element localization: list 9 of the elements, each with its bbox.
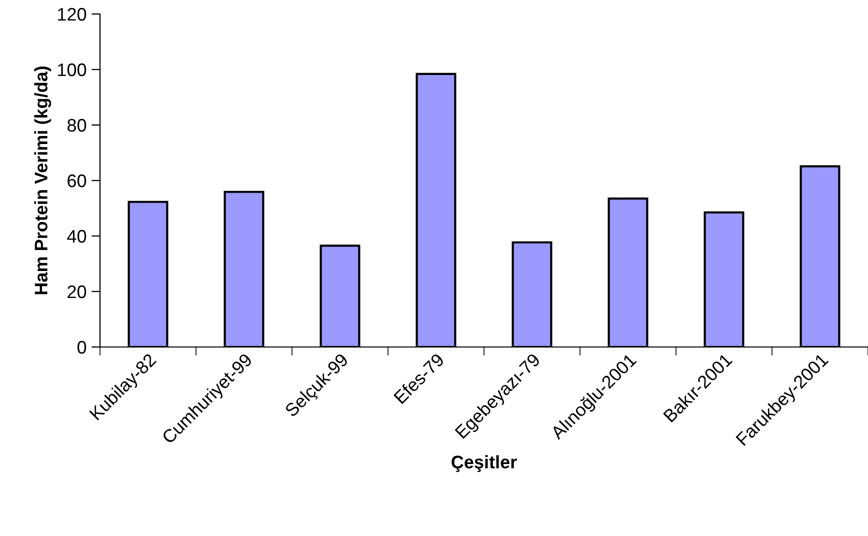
y-tick-label: 40 — [67, 230, 86, 243]
x-axis-title: Çeşitler — [452, 455, 517, 472]
y-tick-label: 120 — [58, 8, 86, 21]
y-tick-label: 100 — [58, 63, 86, 76]
y-tick-label: 80 — [68, 118, 86, 132]
y-axis-title: Ham Protein Verimi (kg/da) — [34, 66, 52, 294]
y-tick-label: 20 — [68, 285, 86, 298]
y-tick-label: 60 — [68, 174, 86, 188]
y-tick-label: 0 — [77, 340, 86, 354]
